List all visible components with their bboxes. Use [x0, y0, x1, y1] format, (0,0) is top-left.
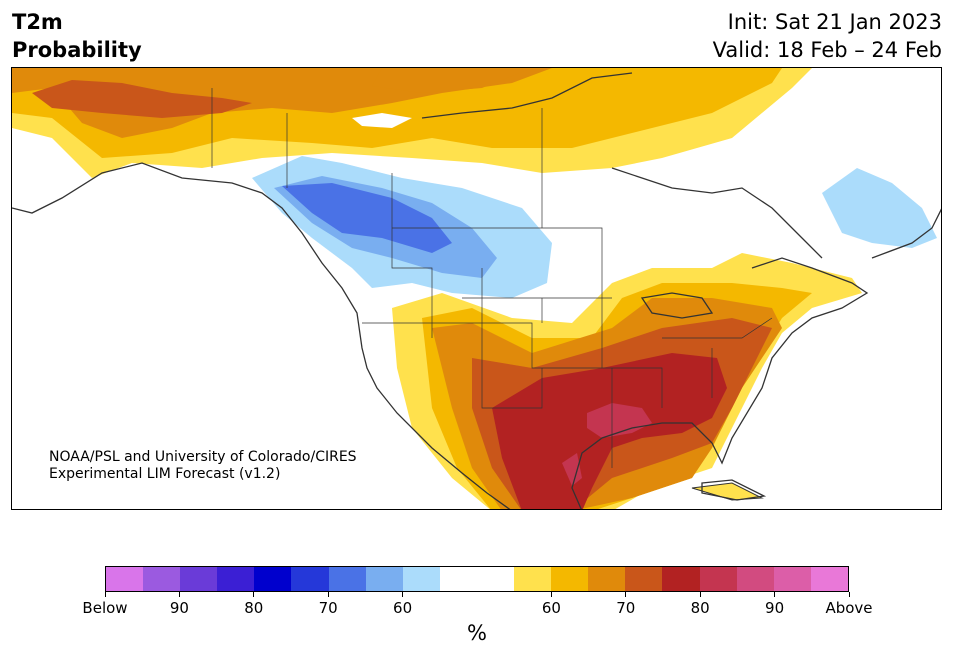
attribution-line1: NOAA/PSL and University of Colorado/CIRE…: [49, 449, 357, 465]
colorbar-tick-label: 70: [616, 599, 636, 617]
colorbar-cell: [217, 567, 255, 591]
colorbar-unit: %: [467, 621, 487, 645]
colorbar-cell: [588, 567, 626, 591]
colorbar-tick-label: 60: [541, 599, 561, 617]
colorbar-tick-label: 90: [765, 599, 785, 617]
init-date: Init: Sat 21 Jan 2023: [727, 10, 942, 34]
colorbar-cell: [143, 567, 181, 591]
colorbar-tick-mark: [848, 592, 850, 597]
coastlines: [12, 72, 941, 509]
warm-region-texas-crimson: [562, 453, 582, 486]
title-type: Probability: [12, 38, 142, 62]
colorbar-tick-mark: [699, 592, 701, 597]
forecast-dates: Init: Sat 21 Jan 2023 Valid: 18 Feb – 24…: [713, 8, 942, 64]
colorbar-tick-mark: [402, 592, 404, 597]
colorbar-tick-mark: [625, 592, 627, 597]
colorbar-cell: [773, 567, 811, 591]
warm-region-gulf-crimson: [587, 403, 652, 438]
valid-range: Valid: 18 Feb – 24 Feb: [712, 38, 942, 62]
colorbar-tick-mark: [253, 592, 255, 597]
colorbar-tick-mark: [327, 592, 329, 597]
colorbar-cell: [476, 567, 515, 591]
colorbar-cell: [402, 567, 440, 591]
map-canvas: [12, 68, 941, 509]
colorbar-cell: [291, 567, 329, 591]
colorbar-tick-mark: [104, 592, 106, 597]
warm-region-north-orange-east: [372, 68, 532, 93]
colorbar-cell: [514, 567, 552, 591]
colorbar-cell: [254, 567, 292, 591]
colorbar-tick-mark: [178, 592, 180, 597]
colorbar-cell: [699, 567, 737, 591]
colorbar-tick-label: Below: [82, 599, 128, 617]
probability-colorbar: [105, 566, 849, 592]
cold-hole-hudson: [352, 113, 412, 128]
colorbar-cell: [810, 567, 848, 591]
forecast-map: [11, 67, 942, 510]
warm-region-alaska-dark: [32, 80, 252, 118]
colorbar-cell: [365, 567, 403, 591]
colorbar-tick-label: 80: [690, 599, 710, 617]
colorbar-tick-label: 90: [169, 599, 189, 617]
attribution-line2: Experimental LIM Forecast (v1.2): [49, 466, 281, 482]
political-borders: [211, 88, 773, 468]
colorbar-cell: [662, 567, 700, 591]
colorbar-cell: [439, 567, 477, 591]
colorbar-cell: [106, 567, 144, 591]
title-variable: T2m: [12, 10, 63, 34]
cool-region-labrador: [822, 168, 937, 248]
colorbar-cell: [180, 567, 218, 591]
colorbar-cell: [551, 567, 589, 591]
colorbar-tick-mark: [550, 592, 552, 597]
colorbar-cell: [328, 567, 366, 591]
colorbar-tick-label: 70: [318, 599, 338, 617]
colorbar-tick-label: 80: [244, 599, 264, 617]
attribution: NOAA/PSL and University of Colorado/CIRE…: [49, 449, 357, 483]
colorbar-tick-label: Above: [825, 599, 873, 617]
colorbar-cell: [625, 567, 663, 591]
colorbar-tick-label: 60: [393, 599, 413, 617]
map-title: T2m Probability: [12, 8, 142, 64]
colorbar-cell: [736, 567, 774, 591]
cool-region-west-blue: [282, 183, 452, 253]
colorbar-tick-mark: [774, 592, 776, 597]
